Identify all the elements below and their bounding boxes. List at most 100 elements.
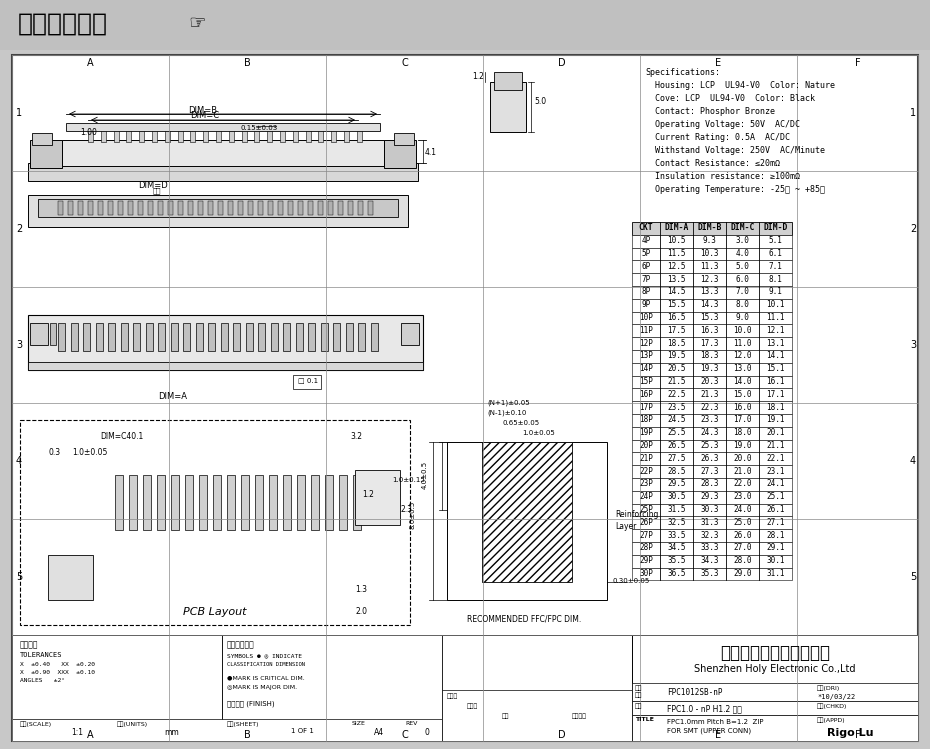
Text: 10P: 10P (639, 313, 653, 322)
Text: 15P: 15P (639, 377, 653, 386)
Bar (328, 201, 333, 215)
Text: 14.3: 14.3 (700, 300, 719, 309)
Text: 8P: 8P (642, 288, 651, 297)
Bar (321, 323, 327, 351)
Text: 24.5: 24.5 (667, 416, 685, 425)
Bar (355, 470, 400, 525)
Bar (632, 568, 792, 580)
Text: 7.1: 7.1 (768, 262, 782, 271)
Text: 15.3: 15.3 (700, 313, 719, 322)
Bar (100, 126, 106, 142)
Text: 16.1: 16.1 (766, 377, 785, 386)
Bar (632, 635, 918, 741)
Text: 6.1: 6.1 (768, 249, 782, 258)
Text: 1.0±0.05: 1.0±0.05 (72, 448, 107, 457)
Bar (442, 690, 642, 741)
Text: 1.00: 1.00 (80, 128, 97, 137)
Bar (632, 465, 792, 478)
Text: X  ±0.40   XX  ±0.20: X ±0.40 XX ±0.20 (20, 662, 95, 667)
Bar (233, 323, 240, 351)
Text: Withstand Voltage: 250V  AC/Minute: Withstand Voltage: 250V AC/Minute (645, 146, 825, 155)
Text: 9P: 9P (642, 300, 651, 309)
Bar (30, 323, 48, 345)
Text: DIM=A: DIM=A (158, 392, 187, 401)
Text: Contact: Phosphor Bronze: Contact: Phosphor Bronze (645, 107, 775, 116)
Bar (632, 715, 918, 741)
Bar (278, 201, 283, 215)
Bar (269, 475, 277, 530)
Text: A: A (87, 730, 94, 740)
Text: 0.30±0.05: 0.30±0.05 (612, 578, 649, 584)
Text: 17.1: 17.1 (766, 390, 785, 399)
Bar (296, 323, 302, 351)
Bar (216, 126, 221, 142)
Text: 30.5: 30.5 (667, 492, 685, 501)
Text: 15.0: 15.0 (733, 390, 751, 399)
Bar (267, 126, 272, 142)
Bar (242, 126, 246, 142)
Text: 25.1: 25.1 (766, 492, 785, 501)
Text: 26.0: 26.0 (733, 531, 751, 540)
Text: 7.0: 7.0 (736, 288, 750, 297)
Bar (185, 475, 193, 530)
Bar (143, 475, 151, 530)
Text: 31.5: 31.5 (667, 505, 685, 514)
Text: 核准(APPD): 核准(APPD) (817, 717, 845, 723)
Bar (188, 201, 193, 215)
Bar (38, 199, 398, 217)
Text: C: C (401, 730, 408, 740)
Bar (632, 401, 792, 414)
Text: 承认者: 承认者 (447, 693, 458, 699)
Bar (198, 201, 203, 215)
Text: Specifications:: Specifications: (645, 68, 720, 77)
Bar (632, 337, 792, 350)
Bar (339, 475, 347, 530)
Text: 11P: 11P (639, 326, 653, 335)
Text: 6.0: 6.0 (736, 275, 750, 284)
Bar (199, 475, 207, 530)
Text: CKT: CKT (639, 223, 653, 232)
Bar (88, 201, 93, 215)
Bar (28, 195, 408, 227)
Text: 20.1: 20.1 (766, 428, 785, 437)
Bar (128, 201, 133, 215)
Text: 25P: 25P (639, 505, 653, 514)
Text: 13.0: 13.0 (733, 364, 751, 373)
Bar (228, 201, 233, 215)
Bar (140, 126, 144, 142)
Bar (370, 323, 378, 351)
Bar (32, 133, 52, 145)
Text: 24.1: 24.1 (766, 479, 785, 488)
Text: 30.3: 30.3 (700, 505, 719, 514)
Text: 19P: 19P (639, 428, 653, 437)
Text: 2: 2 (910, 224, 916, 234)
Text: 10.5: 10.5 (667, 236, 685, 246)
Bar (271, 323, 277, 351)
Text: 21P: 21P (639, 454, 653, 463)
Bar (632, 312, 792, 324)
Text: B: B (244, 58, 251, 68)
Text: mm: mm (165, 728, 179, 737)
Bar (12, 719, 442, 741)
Text: 21.1: 21.1 (766, 441, 785, 450)
Text: 4: 4 (910, 456, 916, 466)
Text: 33.3: 33.3 (700, 544, 719, 553)
Text: 11.0: 11.0 (733, 339, 751, 348)
Bar (118, 201, 123, 215)
Bar (71, 323, 77, 351)
Bar (632, 683, 918, 701)
Bar (482, 442, 572, 582)
Bar (191, 126, 195, 142)
Bar (283, 323, 290, 351)
Text: 9.1: 9.1 (768, 288, 782, 297)
Text: 8.0±0.5: 8.0±0.5 (409, 501, 415, 529)
Bar (203, 126, 208, 142)
Bar (384, 140, 416, 168)
Text: 17.0: 17.0 (733, 416, 751, 425)
Text: 11.3: 11.3 (700, 262, 719, 271)
Text: 17P: 17P (639, 403, 653, 412)
Text: 23.1: 23.1 (766, 467, 785, 476)
Text: 27.3: 27.3 (700, 467, 719, 476)
Text: 20.5: 20.5 (667, 364, 685, 373)
Bar (20, 420, 410, 625)
